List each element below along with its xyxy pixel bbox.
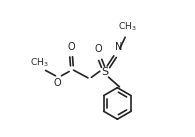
Text: CH$_3$: CH$_3$ xyxy=(118,21,137,33)
Text: O: O xyxy=(68,42,75,52)
Text: S: S xyxy=(101,67,109,77)
Text: O: O xyxy=(94,44,102,54)
Text: N: N xyxy=(115,42,122,52)
Text: CH$_3$: CH$_3$ xyxy=(30,57,49,69)
Text: O: O xyxy=(54,78,62,88)
